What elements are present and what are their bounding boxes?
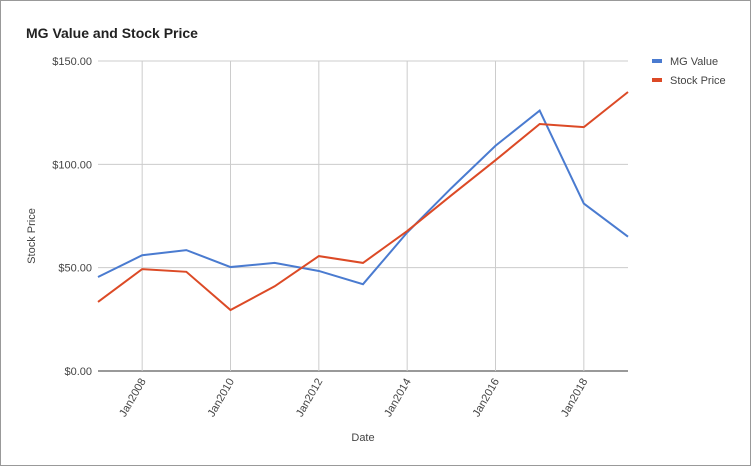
chart-title: MG Value and Stock Price bbox=[26, 25, 198, 41]
legend-swatch bbox=[652, 78, 662, 82]
x-axis-label: Date bbox=[351, 432, 374, 444]
legend-label: MG Value bbox=[670, 56, 718, 68]
legend-swatch bbox=[652, 59, 662, 63]
line bbox=[97, 109, 629, 286]
line bbox=[97, 91, 629, 312]
y-tick-label: $50.00 bbox=[58, 263, 92, 275]
y-tick-label: $100.00 bbox=[52, 159, 92, 171]
y-axis-label: Stock Price bbox=[26, 208, 38, 264]
y-tick-label: $0.00 bbox=[64, 366, 92, 378]
y-tick-label: $150.00 bbox=[52, 56, 92, 68]
legend-label: Stock Price bbox=[670, 75, 726, 87]
